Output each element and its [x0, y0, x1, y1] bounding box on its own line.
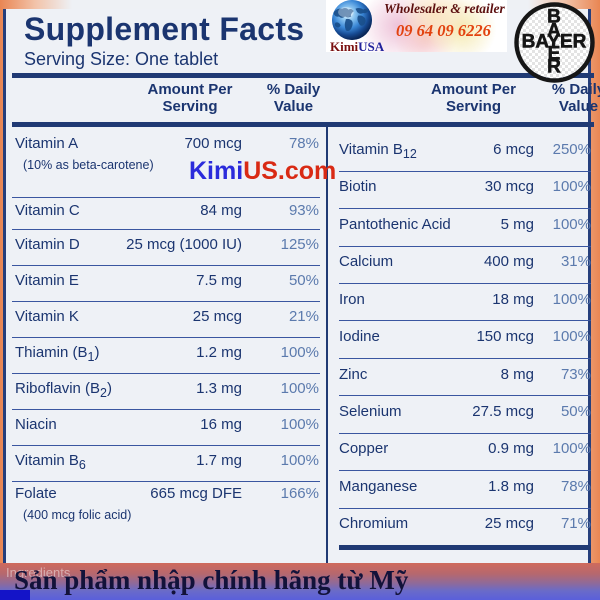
svg-text:A: A	[547, 21, 561, 42]
svg-text:R: R	[547, 57, 561, 78]
